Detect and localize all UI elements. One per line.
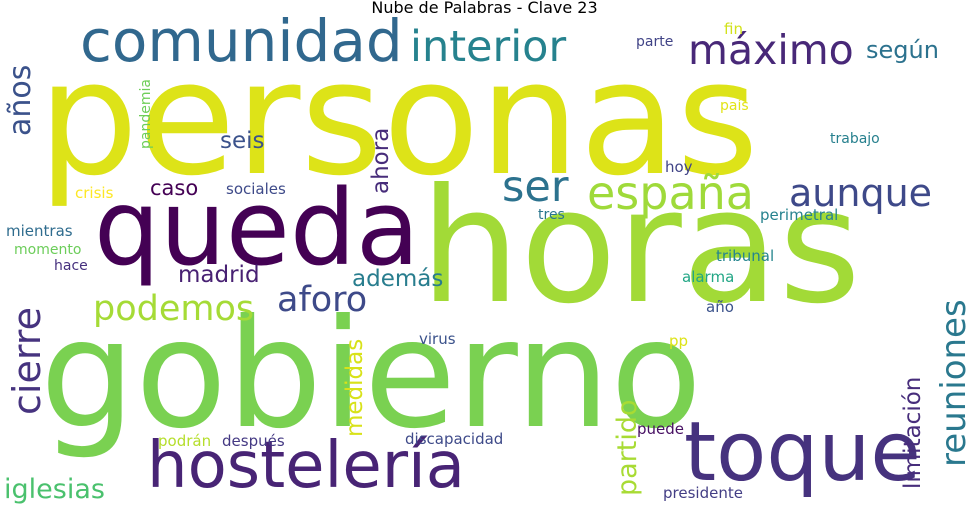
word-comunidad: comunidad (80, 7, 403, 75)
word-ano: año (706, 298, 734, 316)
word-pandemia: pandemia (138, 79, 154, 149)
word-ser: ser (502, 162, 569, 212)
word-espana: españa (587, 166, 754, 220)
word-reuniones: reuniones (934, 299, 969, 467)
word-alarma: alarma (682, 268, 735, 286)
word-perimetral: perimetral (760, 206, 839, 224)
word-tribunal: tribunal (716, 247, 775, 265)
word-seis: seis (220, 128, 265, 154)
word-iglesias: iglesias (4, 474, 105, 505)
word-sociales: sociales (226, 180, 286, 198)
word-virus: virus (419, 330, 456, 348)
word-momento: momento (14, 242, 82, 258)
word-hace: hace (54, 258, 88, 274)
word-hoy: hoy (665, 158, 693, 176)
word-medidas: medidas (342, 338, 368, 437)
word-podemos: podemos (93, 289, 255, 329)
word-gobierno: gobierno (40, 288, 703, 462)
word-personas: personas (38, 27, 759, 211)
word-ademas: además (352, 266, 444, 292)
word-caso: caso (150, 176, 199, 200)
word-aforo: aforo (277, 280, 368, 320)
word-presidente: presidente (663, 484, 743, 502)
word-cloud: personas horas gobierno queda hostelería… (0, 12, 969, 507)
word-interior: interior (410, 22, 567, 72)
word-cierre: cierre (5, 307, 49, 415)
word-mientras: mientras (6, 222, 73, 240)
word-maximo: máximo (688, 26, 854, 74)
word-fin: fin (724, 20, 743, 38)
word-partido: partido (612, 399, 643, 496)
word-discapacidad: discapacidad (405, 430, 504, 448)
word-crisis: crisis (75, 184, 114, 202)
word-toque: toque (684, 405, 921, 500)
word-segun: según (866, 36, 939, 64)
word-hosteleria: hostelería (147, 429, 465, 503)
word-queda: queda (94, 167, 420, 289)
word-despues: después (222, 432, 285, 450)
word-madrid: madrid (178, 262, 260, 288)
word-pp: pp (669, 332, 689, 350)
word-parte: parte (636, 34, 674, 50)
word-anos: años (3, 64, 38, 136)
word-podran: podrán (158, 432, 212, 450)
word-puede: puede (637, 420, 685, 438)
word-limitacion: limitación (900, 376, 926, 489)
word-trabajo: trabajo (830, 131, 880, 147)
chart-title: Nube de Palabras - Clave 23 (371, 0, 598, 17)
word-tres: tres (538, 207, 565, 223)
word-horas: horas (420, 155, 861, 339)
word-ahora: ahora (368, 127, 394, 194)
word-pais: país (720, 98, 749, 114)
word-aunque: aunque (789, 171, 933, 215)
